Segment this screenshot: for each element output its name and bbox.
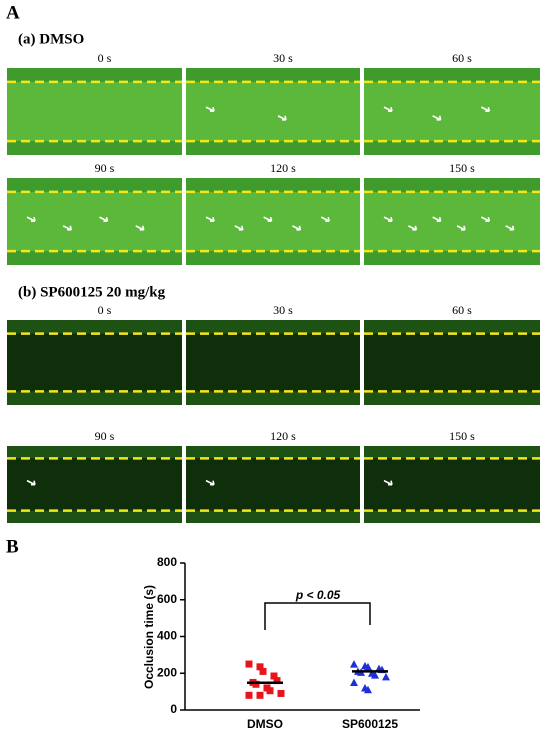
time-label: 60 s xyxy=(452,303,472,317)
point xyxy=(364,662,372,671)
arrow xyxy=(432,216,442,222)
arrow xyxy=(292,225,302,231)
point xyxy=(270,672,278,680)
arrow xyxy=(135,225,145,231)
vessel xyxy=(364,81,540,142)
vessel xyxy=(7,458,182,511)
time-label: 0 s xyxy=(98,51,112,65)
vessel xyxy=(364,333,540,392)
group-title: (b) SP600125 20 mg/kg xyxy=(18,284,166,300)
vessel xyxy=(364,458,540,511)
point xyxy=(350,660,358,668)
time-label: 30 s xyxy=(273,303,293,317)
arrow xyxy=(205,106,215,112)
point xyxy=(256,691,264,699)
arrow xyxy=(383,216,393,222)
arrow xyxy=(99,216,109,222)
arrow xyxy=(26,216,36,222)
bracket xyxy=(264,602,371,630)
vessel xyxy=(186,81,360,142)
point xyxy=(245,660,253,668)
arrow xyxy=(407,225,418,231)
vessel xyxy=(364,191,540,252)
vessel xyxy=(186,333,360,392)
arrow xyxy=(234,225,244,231)
point xyxy=(266,687,274,695)
arrow xyxy=(62,225,73,231)
y-tick-label: 0 xyxy=(170,702,177,716)
y-tick-label: 200 xyxy=(157,665,177,679)
time-label: 150 s xyxy=(449,161,475,175)
time-label: 0 s xyxy=(98,303,112,317)
time-label: 90 s xyxy=(95,429,115,443)
vessel xyxy=(7,333,182,392)
y-axis-label: Occlusion time (s) xyxy=(142,585,156,689)
point xyxy=(256,663,264,671)
arrow xyxy=(432,115,442,121)
x-tick-label: SP600125 xyxy=(342,717,398,731)
y-tick-label: 800 xyxy=(157,555,177,569)
time-label: 30 s xyxy=(273,51,293,65)
y-tick-label: 400 xyxy=(157,629,177,643)
vessel xyxy=(7,81,182,142)
arrow xyxy=(26,479,36,486)
panel-label: A xyxy=(6,2,20,23)
time-label: 120 s xyxy=(270,429,296,443)
arrow xyxy=(263,216,273,222)
point xyxy=(382,672,390,681)
point xyxy=(252,680,260,688)
time-label: 90 s xyxy=(95,161,115,175)
x-tick-label: DMSO xyxy=(247,717,283,731)
arrow xyxy=(480,106,491,112)
arrow xyxy=(383,106,393,112)
significance: p < 0.05 xyxy=(295,588,341,602)
vessel xyxy=(186,191,360,252)
group-title: (a) DMSO xyxy=(18,31,84,47)
arrow xyxy=(480,216,491,222)
point xyxy=(259,667,267,675)
arrow xyxy=(205,216,215,222)
time-label: 150 s xyxy=(449,429,475,443)
arrow xyxy=(205,479,215,486)
point xyxy=(277,689,285,697)
arrow xyxy=(383,479,393,486)
panel-label: B xyxy=(6,536,19,557)
point xyxy=(245,691,253,699)
point xyxy=(273,677,281,685)
arrow xyxy=(505,225,515,231)
arrow xyxy=(320,216,330,222)
vessel xyxy=(7,191,182,252)
y-tick-label: 600 xyxy=(157,592,177,606)
time-label: 120 s xyxy=(270,161,296,175)
arrow xyxy=(456,225,466,231)
point xyxy=(350,678,358,686)
arrow xyxy=(277,115,287,121)
time-label: 60 s xyxy=(452,51,472,65)
point xyxy=(371,671,379,679)
vessel xyxy=(186,458,360,511)
point xyxy=(364,685,372,694)
